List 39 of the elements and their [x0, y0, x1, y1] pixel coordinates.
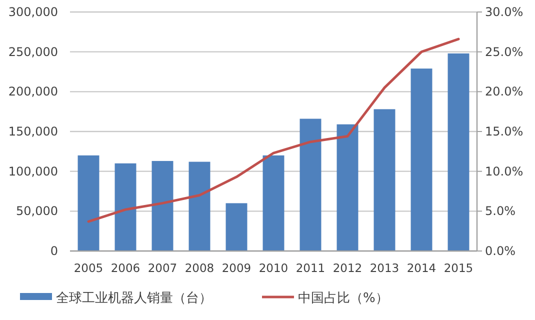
y2-tick-label: 10.0% [485, 164, 524, 178]
y2-tick-label: 15.0% [485, 124, 524, 138]
x-tick-label: 2005 [74, 261, 104, 275]
x-tick-label: 2011 [296, 261, 326, 275]
x-tick-label: 2012 [332, 261, 362, 275]
bar [114, 163, 136, 251]
y-tick-label: 300,000 [8, 5, 58, 19]
y2-tick-label: 30.0% [485, 5, 524, 19]
bar [300, 118, 322, 251]
y-tick-label: 150,000 [8, 124, 58, 138]
y-tick-label: 100,000 [8, 164, 58, 178]
y2-tick-label: 20.0% [485, 84, 524, 99]
x-tick-label: 2008 [184, 261, 214, 275]
x-tick-label: 2007 [148, 261, 178, 275]
bar [78, 155, 100, 251]
x-tick-label: 2009 [222, 261, 252, 275]
line-series [87, 38, 460, 223]
y2-tick-label: 5.0% [485, 204, 516, 218]
bar [336, 124, 358, 251]
y-tick-label: 0 [50, 244, 58, 258]
x-tick-label: 2006 [110, 261, 140, 275]
bar [374, 109, 396, 251]
x-tick-label: 2013 [370, 261, 400, 275]
legend-label: 中国占比（%） [298, 291, 388, 306]
bar [188, 162, 210, 251]
bar [262, 155, 284, 251]
y2-tick-label: 0.0% [485, 244, 516, 258]
x-tick-label: 2015 [444, 261, 474, 275]
y-tick-label: 250,000 [8, 44, 58, 59]
y-tick-label: 200,000 [8, 84, 58, 99]
bar [448, 53, 470, 251]
x-tick-label: 2010 [258, 261, 288, 275]
bar [410, 68, 432, 251]
y2-tick-label: 25.0% [485, 44, 524, 59]
bar [152, 160, 174, 251]
bar [226, 203, 248, 251]
y-tick-label: 50,000 [16, 204, 58, 218]
x-tick-label: 2014 [406, 261, 436, 275]
legend-label: 全球工业机器人销量（台） [56, 291, 212, 306]
